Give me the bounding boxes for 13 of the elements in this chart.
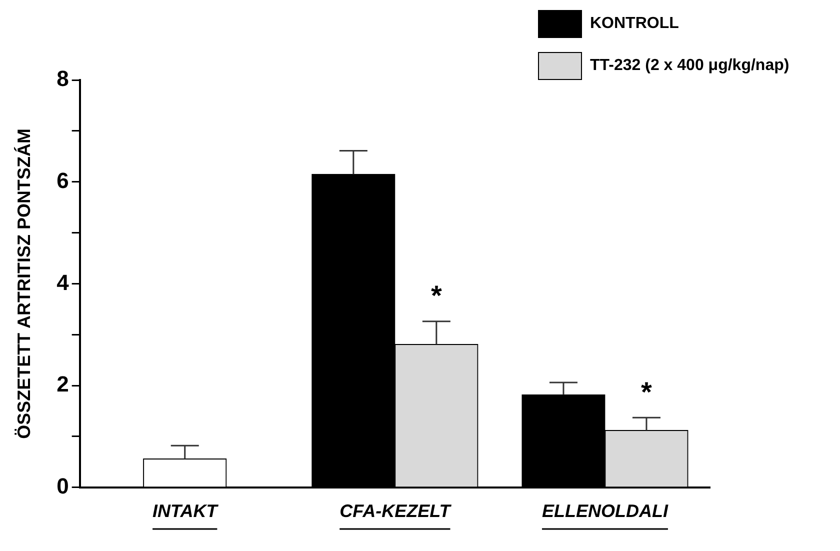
y-tick-label: 2	[56, 372, 69, 397]
legend-label: TT-232 (2 x 400 μg/kg/nap)	[590, 57, 790, 75]
y-axis-title: ÖSSZETETT ARTRITISZ PONTSZÁM	[14, 128, 34, 439]
annotation: *	[430, 280, 442, 312]
y-tick-label: 8	[56, 66, 69, 92]
y-tick-label: 6	[56, 168, 69, 193]
x-tick-label: INTAKT	[152, 501, 220, 522]
x-tick-label: CFA-KEZELT	[340, 501, 452, 522]
legend-label: KONTROLL	[590, 15, 679, 33]
x-tick-label: ELLENOLDALI	[542, 501, 669, 522]
annotation: *	[641, 376, 652, 408]
y-tick-label: 0	[56, 473, 69, 498]
y-tick-label: 4	[56, 270, 70, 295]
